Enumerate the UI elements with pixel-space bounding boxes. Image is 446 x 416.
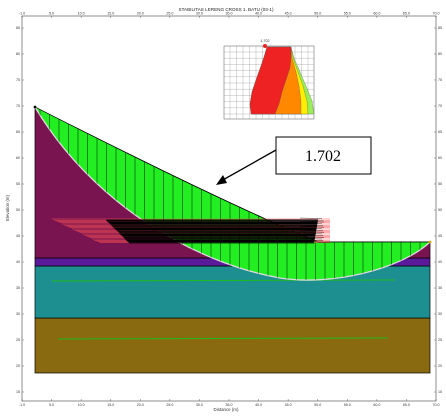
y-tick-label-right: 20 — [438, 364, 442, 368]
soil-layer-brown — [34, 317, 431, 374]
toe-point — [428, 240, 432, 244]
fos-arrow-line — [220, 149, 277, 182]
y-tick-label-right: 25 — [438, 338, 442, 342]
y-tick-label-left: 75 — [16, 78, 20, 82]
x-tick-label-bottom: 35.0 — [226, 403, 233, 407]
x-tick-label-bottom: 15.0 — [107, 403, 114, 407]
y-tick-label-left: 40 — [16, 260, 20, 264]
y-tick-label-right: 75 — [438, 78, 442, 82]
y-tick-label-left: 45 — [16, 234, 20, 238]
reinforcement-tail — [299, 238, 323, 240]
fos-value: 1.702 — [305, 148, 341, 165]
reinforcement-tail — [299, 226, 325, 228]
reinforcement-black — [106, 217, 325, 244]
x-tick-label-top: 60.0 — [373, 12, 380, 16]
y-tick-label-right: 55 — [438, 182, 442, 186]
y-tick-label-left: 55 — [16, 182, 20, 186]
reinforcement-tail — [299, 222, 323, 224]
x-tick-label-top: 10.0 — [78, 12, 85, 16]
y-tick-label-left: 30 — [16, 312, 20, 316]
x-tick-label-bottom: 70.0 — [433, 403, 440, 407]
y-tick-label-right: 85 — [438, 26, 442, 30]
y-tick-label-right: 30 — [438, 312, 442, 316]
x-tick-label-top: 45.0 — [285, 12, 292, 16]
reinforcement-tail — [299, 233, 323, 235]
x-tick-label-top: -1.0 — [19, 12, 25, 16]
y-tick-label-right: 60 — [438, 156, 442, 160]
reinforcement-tail — [299, 239, 324, 241]
y-axis-label: Elevation (m) — [5, 195, 10, 221]
x-axis-label: Distance (m) — [214, 407, 239, 412]
y-tick-label-left: 60 — [16, 156, 20, 160]
reinforcement-tail — [299, 217, 323, 219]
y-tick-label-right: 45 — [438, 234, 442, 238]
y-tick-label-left: 80 — [16, 52, 20, 56]
y-tick-label-left: 50 — [16, 208, 20, 212]
x-tick-label-bottom: 25.0 — [166, 403, 173, 407]
y-ticks-left: 85 80 75 70 65 60 55 50 45 40 35 30 25 20 15 — [16, 26, 24, 394]
x-tick-label-bottom: 55.0 — [344, 403, 351, 407]
x-tick-label-top: 20.0 — [137, 12, 144, 16]
y-tick-label-left: 20 — [16, 364, 20, 368]
layer-line-teal — [51, 279, 396, 282]
x-tick-label-top: 25.0 — [166, 12, 173, 16]
x-tick-label-bottom: 60.0 — [373, 403, 380, 407]
layer-line-brown — [57, 337, 389, 340]
y-tick-label-right: 65 — [438, 130, 442, 134]
y-tick-label-left: 35 — [16, 286, 20, 290]
x-tick-label-top: 65.0 — [403, 12, 410, 16]
x-tick-label-bottom: 65.0 — [403, 403, 410, 407]
x-tick-label-top: 40.0 — [255, 12, 262, 16]
x-tick-label-top: 35.0 — [226, 12, 233, 16]
x-tick-label-top: 70.0 — [433, 12, 440, 16]
x-tick-label-bottom: 10.0 — [78, 403, 85, 407]
y-tick-label-right: 15 — [438, 390, 442, 394]
y-tick-label-right: 35 — [438, 286, 442, 290]
y-tick-label-left: 25 — [16, 338, 20, 342]
soil-layer-teal — [34, 265, 431, 319]
reinforcement-tail — [299, 234, 324, 236]
x-tick-label-bottom: 5.0 — [49, 403, 54, 407]
chart-title: STABILITAS LERENG CROSS 1. BATU (03-1) — [179, 7, 274, 12]
x-tick-label-top: 50.0 — [314, 12, 321, 16]
reinforcement-tail — [299, 224, 324, 226]
y-tick-label-left: 65 — [16, 130, 20, 134]
search-grid: 1.702 — [223, 39, 315, 120]
x-tick-label-bottom: 45.0 — [285, 403, 292, 407]
fos-arrow-head — [216, 175, 227, 185]
x-ticks-top: -1.0 5.0 10.0 15.0 20.0 25.0 30.0 35.0 40.0 45.0 5… — [19, 12, 440, 18]
x-tick-label-top: 15.0 — [107, 12, 114, 16]
y-tick-label-left: 85 — [16, 26, 20, 30]
x-tick-label-bottom: 30.0 — [196, 403, 203, 407]
y-tick-label-right: 50 — [438, 208, 442, 212]
x-tick-label-bottom: -1.0 — [19, 403, 25, 407]
y-tick-label-left: 15 — [16, 390, 20, 394]
grid-contour-red — [249, 46, 292, 115]
slip-surface — [34, 106, 431, 281]
fos-label-box — [275, 136, 372, 175]
critical-center-point — [263, 44, 267, 48]
y-tick-label-left: 70 — [16, 104, 20, 108]
x-tick-label-bottom: 20.0 — [137, 403, 144, 407]
x-ticks-bottom: -1.0 5.0 10.0 15.0 20.0 25.0 30.0 35.0 40.0 45.0 5… — [19, 399, 440, 407]
reinforcement-tail — [299, 228, 323, 229]
x-tick-label-top: 5.0 — [49, 12, 54, 16]
reinforcement-tail — [299, 229, 324, 231]
x-tick-label-bottom: 40.0 — [255, 403, 262, 407]
x-tick-label-top: 55.0 — [344, 12, 351, 16]
y-tick-label-right: 40 — [438, 260, 442, 264]
y-tick-label-right: 80 — [438, 52, 442, 56]
x-tick-label-bottom: 50.0 — [314, 403, 321, 407]
critical-center-label: 1.702 — [261, 39, 270, 43]
y-ticks-right: 85 80 75 70 65 60 55 50 45 40 35 30 25 20 15 — [434, 26, 442, 394]
reinforcement-tail — [299, 219, 324, 221]
y-tick-label-right: 70 — [438, 104, 442, 108]
reinforcement-tail — [299, 231, 325, 233]
reinforcement-tail — [299, 236, 325, 238]
reinforcement-tail — [299, 221, 325, 223]
x-tick-label-top: 30.0 — [196, 12, 203, 16]
crest-point — [33, 105, 37, 109]
